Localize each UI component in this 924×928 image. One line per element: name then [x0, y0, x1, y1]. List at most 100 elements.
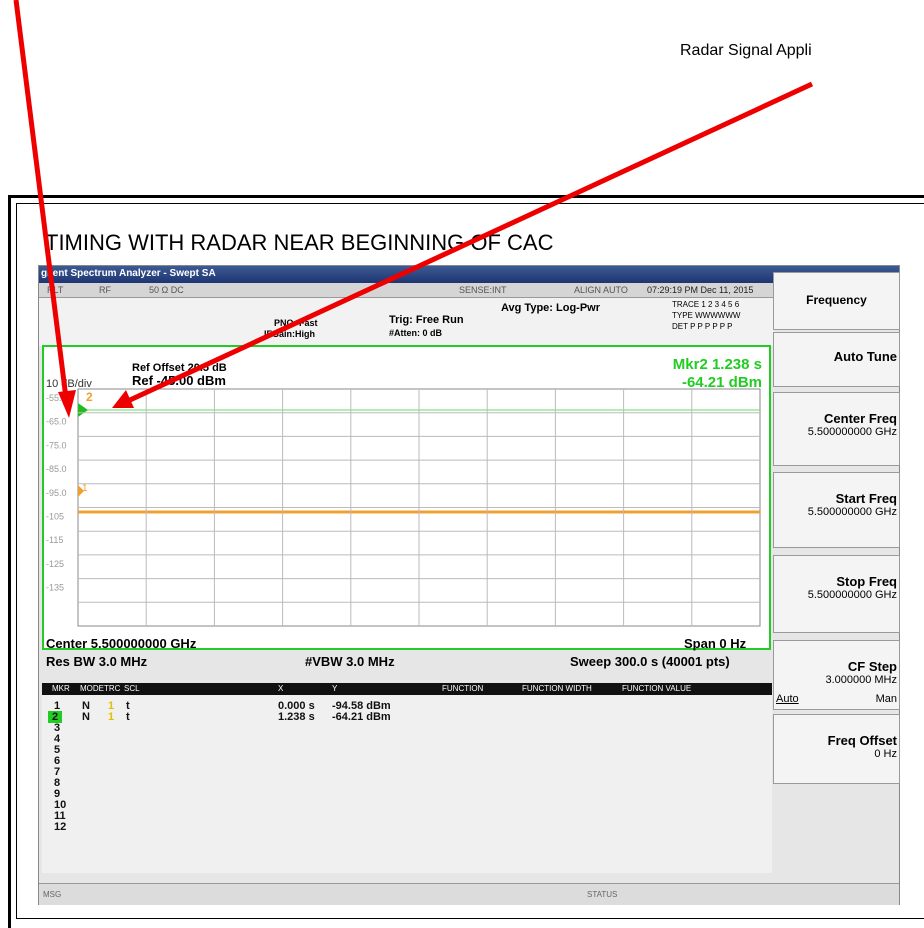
table-cell: 10 — [54, 799, 67, 811]
column-header: MKR — [52, 684, 70, 693]
setting: Trig: Free Run — [389, 314, 464, 326]
setting: Avg Type: Log-Pwr — [501, 302, 600, 314]
section-title: TIMING WITH RADAR NEAR BEGINNING OF CAC — [45, 230, 554, 255]
table-cell: 1 — [108, 711, 115, 723]
table-cell: N — [82, 700, 90, 712]
table-cell: N — [82, 711, 90, 723]
table-cell: 8 — [54, 777, 61, 789]
menu-title: Frequency — [773, 272, 900, 330]
softkey[interactable]: Center Freq 5.500000000 GHz — [773, 392, 900, 466]
column-header: MODE — [80, 684, 104, 693]
table-cell: -64.21 dBm — [332, 711, 391, 723]
y-label: -135 — [46, 583, 64, 593]
setting: DET P P P P P P — [672, 322, 733, 331]
column-header: FUNCTION WIDTH — [522, 684, 592, 693]
status-field: ALIGN AUTO — [574, 285, 628, 295]
softkey-option: Man — [875, 693, 897, 705]
table-cell: 4 — [54, 733, 61, 745]
y-label: -105 — [46, 512, 64, 522]
y-label: -65.0 — [46, 417, 67, 427]
softkey-label[interactable]: Freq Offset — [827, 733, 897, 748]
table-cell: 2 — [48, 711, 63, 723]
marker-1-symbol — [78, 485, 84, 497]
status-field: 50 Ω DC — [149, 285, 184, 295]
softkey-option: Auto — [776, 693, 799, 705]
softkey-value: 3.000000 MHz — [825, 674, 897, 686]
setting: PNO: Fast — [274, 318, 318, 328]
setting: #Atten: 0 dB — [389, 328, 443, 338]
res-bw: Res BW 3.0 MHz — [46, 654, 148, 669]
table-cell: t — [126, 700, 130, 712]
softkey-label[interactable]: Center Freq — [824, 411, 897, 426]
y-label: -115 — [46, 535, 63, 545]
y-label: -95.0 — [46, 488, 67, 498]
scale: 10 dB/div — [46, 378, 92, 390]
status-field: SENSE:INT — [459, 285, 507, 295]
status-label: STATUS — [587, 890, 618, 899]
column-header: FUNCTION — [442, 684, 484, 693]
softkey-value: 5.500000000 GHz — [807, 589, 897, 601]
setting: TRACE 1 2 3 4 5 6 — [672, 300, 740, 309]
table-cell: 3 — [54, 722, 61, 734]
table-cell: 5 — [54, 744, 61, 756]
softkey-label[interactable]: Start Freq — [835, 491, 897, 506]
msg-label: MSG — [43, 890, 62, 899]
message-bar: MSG STATUS — [39, 883, 899, 905]
status-field: RF — [99, 285, 111, 295]
span: Span 0 Hz — [684, 636, 747, 651]
softkey-label[interactable]: Auto Tune — [833, 349, 897, 364]
table-cell: -94.58 dBm — [332, 700, 391, 712]
table-cell: 1 — [108, 700, 115, 712]
softkey[interactable]: Freq Offset 0 Hz — [773, 714, 900, 784]
sweep: Sweep 300.0 s (40001 pts) — [570, 654, 730, 669]
table-header — [42, 683, 772, 695]
marker-table: MKR MODE TRC SCL X Y FUNCTION FUNCTION WIDTH FUN… — [42, 683, 772, 873]
column-header: FUNCTION VALUE — [622, 684, 692, 693]
column-header: TRC — [104, 684, 121, 693]
marker-2-symbol — [78, 403, 88, 417]
marker-number: 1 — [82, 483, 88, 494]
column-header: SCL — [124, 684, 140, 693]
softkey-value: 5.500000000 GHz — [807, 426, 897, 438]
status-row: RLT RF 50 Ω DC SENSE:INT ALIGN AUTO 07:2… — [39, 283, 774, 298]
softkey[interactable]: Auto Tune — [773, 332, 900, 387]
table-cell: 1 — [54, 700, 61, 712]
table-cell: t — [126, 711, 130, 723]
window-titlebar: gilent Spectrum Analyzer - Swept SA — [39, 266, 899, 283]
softkey-value: 0 Hz — [874, 748, 897, 760]
softkey[interactable]: Start Freq 5.500000000 GHz — [773, 472, 900, 548]
table-cell: 0.000 s — [278, 700, 315, 712]
table-cell: 7 — [54, 766, 61, 778]
softkey-label[interactable]: Stop Freq — [836, 574, 897, 589]
graph: -55.0 -65.0 -75.0 -85.0 -95.0 -105 -115 -125 -13… — [42, 345, 771, 650]
softkey-label[interactable]: CF Step — [847, 659, 897, 674]
marker-number: 2 — [86, 390, 93, 404]
table-cell: 11 — [54, 810, 66, 822]
softkey[interactable]: Stop Freq 5.500000000 GHz — [773, 555, 900, 633]
table-cell: 12 — [54, 821, 67, 833]
column-header: X — [278, 684, 284, 693]
vbw: #VBW 3.0 MHz — [305, 654, 395, 669]
softkey[interactable]: CF Step 3.000000 MHz Auto Man — [773, 640, 900, 710]
settings-panel: PNO: Fast IFGain:High Trig: Free Run #At… — [39, 298, 774, 346]
setting: IFGain:High — [264, 329, 315, 339]
annotation: Radar Signal Appli — [680, 42, 812, 59]
marker-readout: Mkr2 1.238 s — [673, 356, 762, 373]
status-field: RLT — [47, 285, 64, 295]
y-label: -85.0 — [46, 464, 67, 474]
y-label: -125 — [46, 559, 64, 569]
table-cell: 1.238 s — [278, 711, 315, 723]
setting: TYPE WWWWWW — [672, 311, 741, 320]
y-label: -55.0 — [46, 393, 67, 403]
table-cell: 9 — [54, 788, 61, 800]
status-field: 07:29:19 PM Dec 11, 2015 — [647, 285, 754, 295]
window-title: gilent Spectrum Analyzer - Swept SA — [41, 268, 216, 279]
ref-level: Ref -45.00 dBm — [132, 373, 226, 388]
column-header: Y — [332, 684, 338, 693]
y-label: -75.0 — [46, 440, 67, 450]
table-cell: 6 — [54, 755, 61, 767]
softkey-value: 5.500000000 GHz — [807, 506, 897, 518]
center-freq: Center 5.500000000 GHz — [46, 636, 197, 651]
marker-readout: -64.21 dBm — [682, 374, 762, 391]
